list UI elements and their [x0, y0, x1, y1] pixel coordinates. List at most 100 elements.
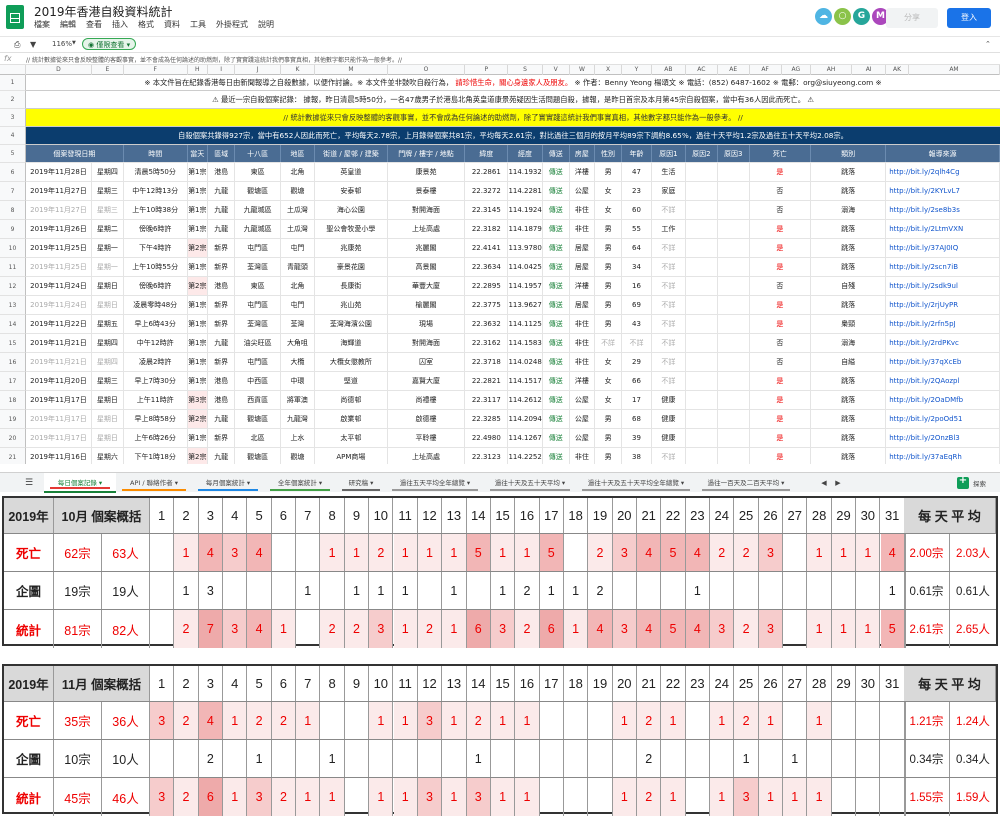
- row-number[interactable]: 6: [0, 163, 26, 182]
- cell-tx[interactable]: 傳送: [543, 296, 570, 314]
- cell-tx[interactable]: 傳送: [543, 258, 570, 276]
- cell-empty[interactable]: [686, 353, 718, 371]
- table-row[interactable]: 2019年11月16日 星期六 下午1時18分 第2宗 九龍 觀塘區 觀塘 APM商場 上址高處…: [26, 448, 1000, 464]
- cell-empty[interactable]: [718, 277, 750, 295]
- table-row[interactable]: 2019年11月27日 星期三 中午12時13分 第1宗 九龍 觀塘區 觀塘 安泰邨 景泰樓 22…: [26, 182, 1000, 201]
- cell-lng[interactable]: 114.2094: [508, 410, 543, 428]
- cell-house[interactable]: 非住: [570, 220, 595, 238]
- cell-lng[interactable]: 114.2281: [508, 182, 543, 200]
- cell-wd[interactable]: 星期六: [92, 448, 124, 464]
- cell-age[interactable]: 66: [622, 372, 652, 390]
- cell-empty[interactable]: [718, 201, 750, 219]
- share-button[interactable]: 分享: [886, 8, 938, 28]
- cell-lng[interactable]: 114.1932: [508, 163, 543, 181]
- column-header[interactable]: Y: [622, 65, 652, 75]
- tab-sheet[interactable]: 過往十天及五十天平均 ▾: [484, 473, 576, 493]
- cell-src[interactable]: http://bit.ly/2sdk9ul: [886, 277, 1000, 295]
- cell-street[interactable]: 聖公會牧愛小學: [315, 220, 388, 238]
- row-number[interactable]: 20: [0, 429, 26, 448]
- tab-dropdown-icon[interactable]: ▾: [172, 479, 178, 487]
- column-header[interactable]: AK: [886, 65, 909, 75]
- cell-date[interactable]: 2019年11月17日: [26, 391, 92, 409]
- column-header[interactable]: M: [315, 65, 388, 75]
- cell-reg[interactable]: 新界: [208, 239, 236, 257]
- explore-label[interactable]: 探索: [973, 480, 986, 488]
- cell-date[interactable]: 2019年11月25日: [26, 258, 92, 276]
- cell-lng[interactable]: 114.1125: [508, 315, 543, 333]
- menu-item[interactable]: 外掛程式: [216, 20, 248, 29]
- cell-death[interactable]: 是: [750, 315, 812, 333]
- cell-cat[interactable]: 跳落: [811, 296, 887, 314]
- row-number[interactable]: 1: [0, 75, 26, 91]
- cell-reg[interactable]: 新界: [208, 353, 236, 371]
- cell-lat[interactable]: 22.3285: [465, 410, 509, 428]
- cell-sex[interactable]: 男: [595, 448, 623, 464]
- cell-src[interactable]: http://bit.ly/2rdPKvc: [886, 334, 1000, 352]
- cell-tx[interactable]: 傳送: [543, 220, 570, 238]
- cell-street[interactable]: APM商場: [315, 448, 388, 464]
- cell-r1[interactable]: 不詳: [652, 353, 686, 371]
- cell-time[interactable]: 下午1時18分: [124, 448, 188, 464]
- row-number[interactable]: 16: [0, 353, 26, 372]
- cell-street[interactable]: 海心公園: [315, 201, 388, 219]
- column-header[interactable]: K: [281, 65, 315, 75]
- cell-src[interactable]: http://bit.ly/2poOd51: [886, 410, 1000, 428]
- column-header[interactable]: O: [388, 65, 466, 75]
- cell-empty[interactable]: [686, 163, 718, 181]
- table-row[interactable]: 2019年11月20日 星期三 早上7時30分 第1宗 港島 中西區 中環 堅道 嘉賢大廈 22.…: [26, 372, 1000, 391]
- cell-bldg[interactable]: 景泰樓: [388, 182, 466, 200]
- cell-empty[interactable]: [718, 353, 750, 371]
- row-number[interactable]: 15: [0, 334, 26, 353]
- cell-date[interactable]: 2019年11月16日: [26, 448, 92, 464]
- cell-area[interactable]: 屯門: [281, 239, 315, 257]
- cell-lat[interactable]: 22.3117: [465, 391, 509, 409]
- cell-street[interactable]: 長康街: [315, 277, 388, 295]
- cell-death[interactable]: 是: [750, 220, 812, 238]
- column-header[interactable]: AB: [652, 65, 686, 75]
- cell-r1[interactable]: 生活: [652, 163, 686, 181]
- row-number[interactable]: 10: [0, 239, 26, 258]
- column-header[interactable]: AM: [909, 65, 1000, 75]
- cell-street[interactable]: 太平邨: [315, 429, 388, 447]
- cell-cat[interactable]: 跳落: [811, 372, 887, 390]
- cell-area[interactable]: 九龍灣: [281, 410, 315, 428]
- column-header[interactable]: J: [235, 65, 281, 75]
- cell-reg[interactable]: 九龍: [208, 334, 236, 352]
- table-row[interactable]: 2019年11月24日 星期日 傍晚6時許 第2宗 港島 東區 北角 長康街 華豐大廈 22.28…: [26, 277, 1000, 296]
- cell-nth[interactable]: 第3宗: [187, 391, 209, 409]
- cell-date[interactable]: 2019年11月17日: [26, 410, 92, 428]
- cell-empty[interactable]: [686, 239, 718, 257]
- cell-reg[interactable]: 九龍: [208, 410, 236, 428]
- cell-sex[interactable]: 男: [595, 315, 623, 333]
- cell-empty[interactable]: [686, 315, 718, 333]
- row-number[interactable]: 2: [0, 91, 26, 109]
- cell-cat[interactable]: 自縊: [811, 353, 887, 371]
- cell-empty[interactable]: [686, 182, 718, 200]
- cell-sex[interactable]: 女: [595, 353, 623, 371]
- cell-date[interactable]: 2019年11月20日: [26, 372, 92, 390]
- cell-date[interactable]: 2019年11月27日: [26, 201, 92, 219]
- column-header[interactable]: F: [124, 65, 188, 75]
- column-header[interactable]: D: [26, 65, 92, 75]
- cell-house[interactable]: 非住: [570, 353, 595, 371]
- scroll-left-icon[interactable]: ◀: [821, 479, 827, 487]
- cell-house[interactable]: 公屋: [570, 182, 595, 200]
- column-header[interactable]: AH: [811, 65, 853, 75]
- explore-icon[interactable]: [957, 475, 969, 489]
- cell-tx[interactable]: 傳送: [543, 334, 570, 352]
- cell-cat[interactable]: 跳落: [811, 258, 887, 276]
- cell-wd[interactable]: 星期三: [92, 201, 124, 219]
- table-row[interactable]: 2019年11月25日 星期一 下午4時許 第2宗 新界 屯門區 屯門 兆康苑 兆麗閣 22.41…: [26, 239, 1000, 258]
- cell-lat[interactable]: 22.2861: [465, 163, 509, 181]
- chevron-down-icon[interactable]: ▼: [72, 40, 76, 46]
- cell-age[interactable]: 29: [622, 353, 652, 371]
- cell-tx[interactable]: 傳送: [543, 315, 570, 333]
- cell-empty[interactable]: [686, 258, 718, 276]
- sign-in-button[interactable]: 登入: [947, 8, 991, 28]
- cell-reg[interactable]: 九龍: [208, 182, 236, 200]
- cell-house[interactable]: 洋樓: [570, 277, 595, 295]
- cell-src[interactable]: http://bit.ly/2OaDMfb: [886, 391, 1000, 409]
- cell-wd[interactable]: 星期三: [92, 182, 124, 200]
- cell-src[interactable]: http://bit.ly/2OnzBl3: [886, 429, 1000, 447]
- row-number[interactable]: 8: [0, 201, 26, 220]
